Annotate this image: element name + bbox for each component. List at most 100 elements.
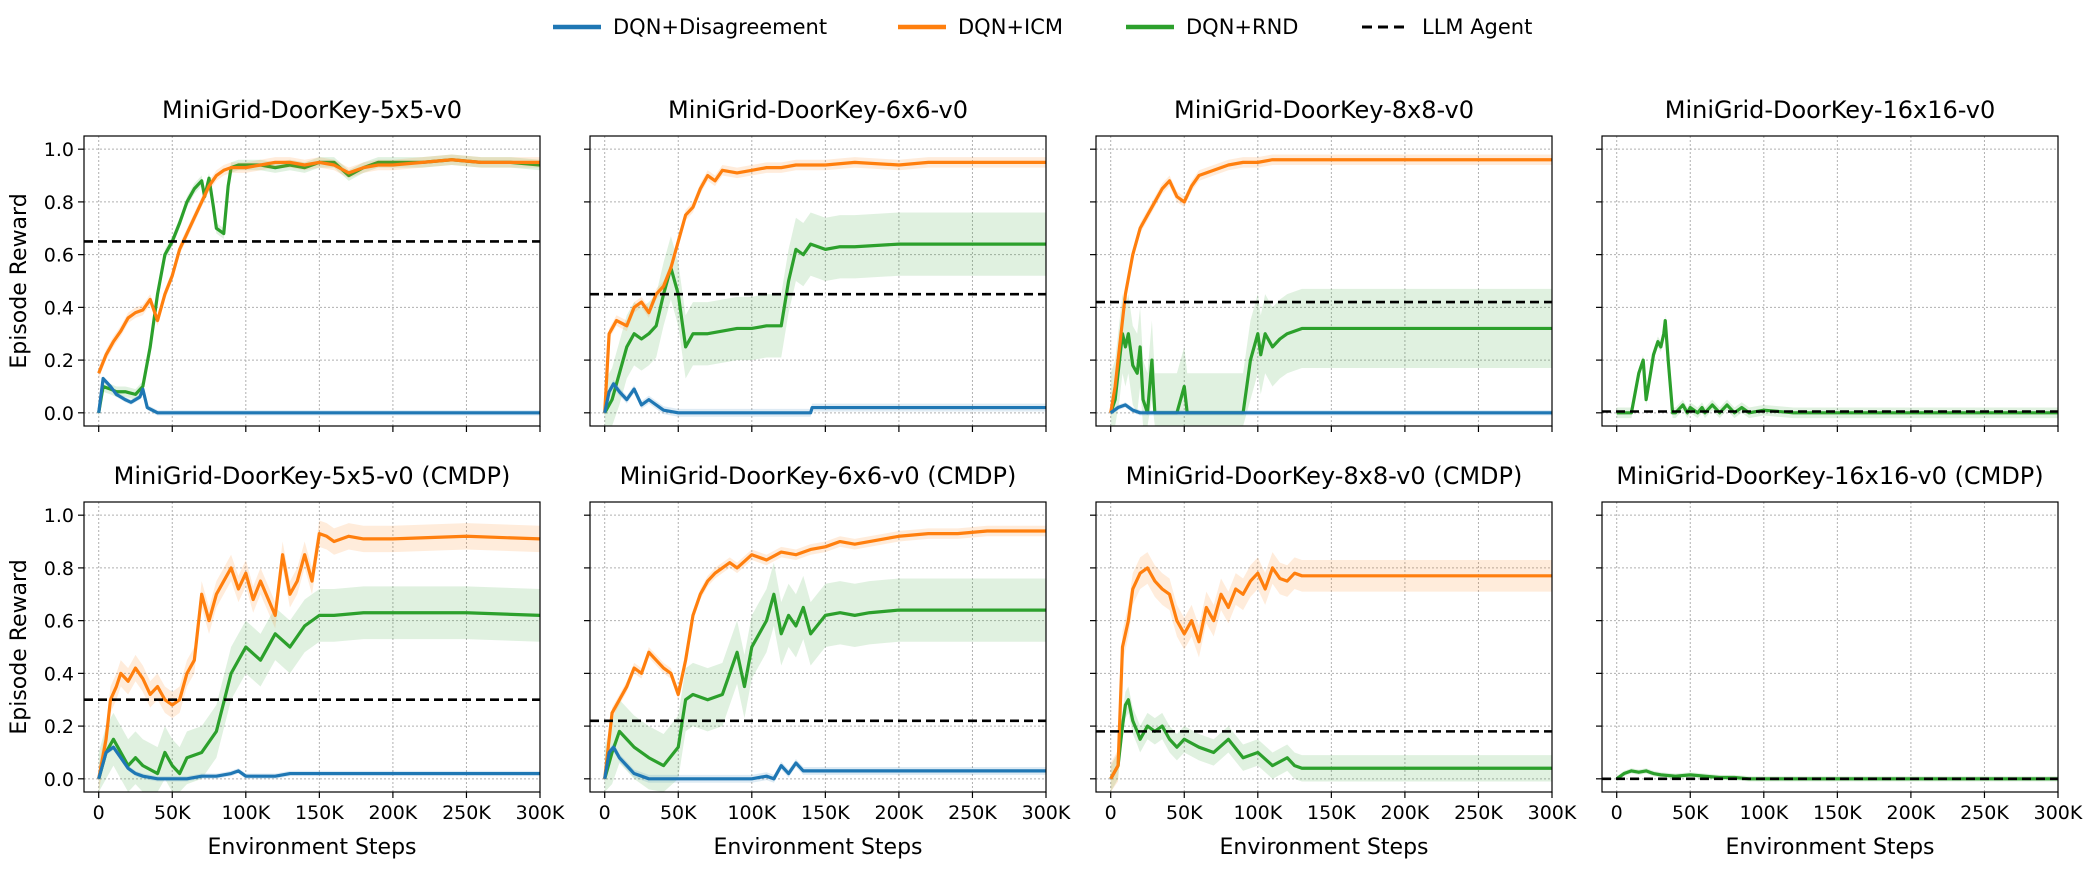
- y-tick-label: 0.4: [44, 297, 74, 319]
- x-tick-label: 150K: [1813, 802, 1862, 824]
- panel-title: MiniGrid-DoorKey-5x5-v0: [162, 96, 462, 124]
- series-band-rnd: [604, 212, 1046, 426]
- series-line-icm: [1109, 566, 1552, 780]
- series-band-rnd: [604, 562, 1046, 792]
- panel-title: MiniGrid-DoorKey-6x6-v0 (CMDP): [620, 462, 1017, 490]
- panel-frame: [1095, 501, 1553, 793]
- panel-6: MiniGrid-DoorKey-6x6-v0 (CMDP) 0 50K 100K 15…: [584, 462, 1071, 860]
- x-tick-label: 250K: [1960, 802, 2009, 824]
- x-tick-label: 200K: [369, 802, 418, 824]
- x-tick-label: 50K: [1672, 802, 1709, 824]
- x-tick-label: 250K: [1454, 802, 1503, 824]
- panel-frame: [83, 501, 541, 793]
- panels: MiniGrid-DoorKey-5x5-v0 0.0 0.2 0.4 0.6 0.8 1.…: [7, 96, 2083, 860]
- x-tick-label: 150K: [1307, 802, 1356, 824]
- panel-7: MiniGrid-DoorKey-8x8-v0 (CMDP) 0 50K 100K 15…: [1090, 462, 1577, 860]
- x-tick-label: 0: [599, 802, 611, 824]
- panel-title: MiniGrid-DoorKey-16x16-v0 (CMDP): [1616, 462, 2043, 490]
- plot-area: [1602, 315, 2058, 419]
- y-tick-label: 0.8: [44, 192, 74, 214]
- x-tick-label: 300K: [516, 802, 565, 824]
- series-line-rnd: [603, 242, 1046, 414]
- series-line-rnd: [97, 158, 540, 414]
- x-tick-label: 300K: [1528, 802, 1577, 824]
- y-tick-label: 0.6: [44, 611, 74, 633]
- y-tick-label: 1.0: [44, 139, 74, 161]
- y-tick-label: 0.6: [44, 245, 74, 267]
- x-tick-label: 100K: [221, 802, 270, 824]
- legend-label-icm: DQN+ICM: [958, 15, 1063, 39]
- series-line-rnd: [603, 592, 1046, 780]
- panel-title: MiniGrid-DoorKey-16x16-v0: [1665, 96, 1996, 124]
- series-line-icm: [603, 160, 1046, 413]
- y-tick-label: 0.2: [44, 716, 74, 738]
- x-axis-label: Environment Steps: [1219, 835, 1428, 860]
- panel-5: MiniGrid-DoorKey-5x5-v0 (CMDP) 0 50K 100K 15…: [7, 462, 565, 860]
- panel-title: MiniGrid-DoorKey-6x6-v0: [668, 96, 968, 124]
- panel-frame: [589, 501, 1047, 793]
- panel-title: MiniGrid-DoorKey-5x5-v0 (CMDP): [114, 462, 511, 490]
- panel-frame: [1601, 135, 2059, 427]
- panel-title: MiniGrid-DoorKey-8x8-v0 (CMDP): [1126, 462, 1523, 490]
- series-line-dis: [603, 745, 1046, 781]
- legend-label-llm: LLM Agent: [1422, 15, 1532, 39]
- legend: DQN+Disagreement DQN+ICM DQN+RND LLM Agent: [553, 15, 1532, 39]
- x-tick-label: 100K: [1233, 802, 1282, 824]
- series-line-rnd: [1616, 318, 2058, 415]
- y-tick-label: 1.0: [44, 505, 74, 527]
- x-tick-label: 300K: [1022, 802, 1071, 824]
- x-axis-label: Environment Steps: [713, 835, 922, 860]
- y-tick-label: 0.4: [44, 663, 74, 685]
- x-tick-label: 250K: [442, 802, 491, 824]
- plot-area: [84, 154, 540, 419]
- panel-frame: [1095, 135, 1553, 427]
- x-tick-label: 0: [1611, 802, 1623, 824]
- series-line-rnd: [97, 611, 540, 780]
- x-tick-label: 200K: [1381, 802, 1430, 824]
- series-line-icm: [603, 529, 1046, 779]
- panel-frame: [1601, 501, 2059, 793]
- series-line-rnd: [1109, 698, 1552, 780]
- x-tick-label: 150K: [801, 802, 850, 824]
- x-tick-label: 50K: [1166, 802, 1203, 824]
- panel-8: MiniGrid-DoorKey-16x16-v0 (CMDP) 0 50K 100K…: [1596, 462, 2083, 860]
- legend-label-dis: DQN+Disagreement: [613, 15, 827, 39]
- x-tick-label: 0: [1105, 802, 1117, 824]
- plot-area: [590, 157, 1046, 426]
- y-axis-label: Episode Reward: [7, 559, 32, 734]
- series-line-icm: [97, 158, 540, 374]
- series-band-dis: [604, 743, 1046, 783]
- y-tick-label: 0.8: [44, 558, 74, 580]
- y-tick-label: 0.0: [44, 403, 74, 425]
- x-axis-label: Environment Steps: [207, 835, 416, 860]
- panel-frame: [83, 135, 541, 427]
- series-line-dis: [603, 382, 1046, 415]
- series-line-dis: [1109, 403, 1552, 415]
- x-tick-label: 100K: [1739, 802, 1788, 824]
- legend-label-rnd: DQN+RND: [1186, 15, 1298, 39]
- x-tick-label: 200K: [1887, 802, 1936, 824]
- x-tick-label: 100K: [727, 802, 776, 824]
- x-tick-label: 50K: [154, 802, 191, 824]
- x-tick-label: 300K: [2034, 802, 2083, 824]
- series-band-rnd: [1110, 288, 1552, 426]
- panel-4: MiniGrid-DoorKey-16x16-v0: [1596, 96, 2059, 432]
- series-line-dis: [97, 376, 540, 415]
- x-tick-label: 250K: [948, 802, 997, 824]
- panel-1: MiniGrid-DoorKey-5x5-v0 0.0 0.2 0.4 0.6 0.8 1.…: [7, 96, 541, 432]
- panel-3: MiniGrid-DoorKey-8x8-v0: [1090, 96, 1553, 432]
- series-band-rnd: [1616, 315, 2058, 419]
- series-band-icm: [98, 520, 540, 792]
- plot-area: [1096, 154, 1552, 426]
- y-axis-label: Episode Reward: [7, 193, 32, 368]
- series-line-dis: [97, 745, 540, 781]
- x-axis-label: Environment Steps: [1725, 835, 1934, 860]
- x-tick-label: 150K: [295, 802, 344, 824]
- plot-area: [590, 525, 1046, 792]
- panel-2: MiniGrid-DoorKey-6x6-v0: [584, 96, 1047, 432]
- series-band-rnd: [1110, 686, 1552, 792]
- y-tick-label: 0.0: [44, 769, 74, 791]
- panel-title: MiniGrid-DoorKey-8x8-v0: [1174, 96, 1474, 124]
- x-tick-label: 0: [93, 802, 105, 824]
